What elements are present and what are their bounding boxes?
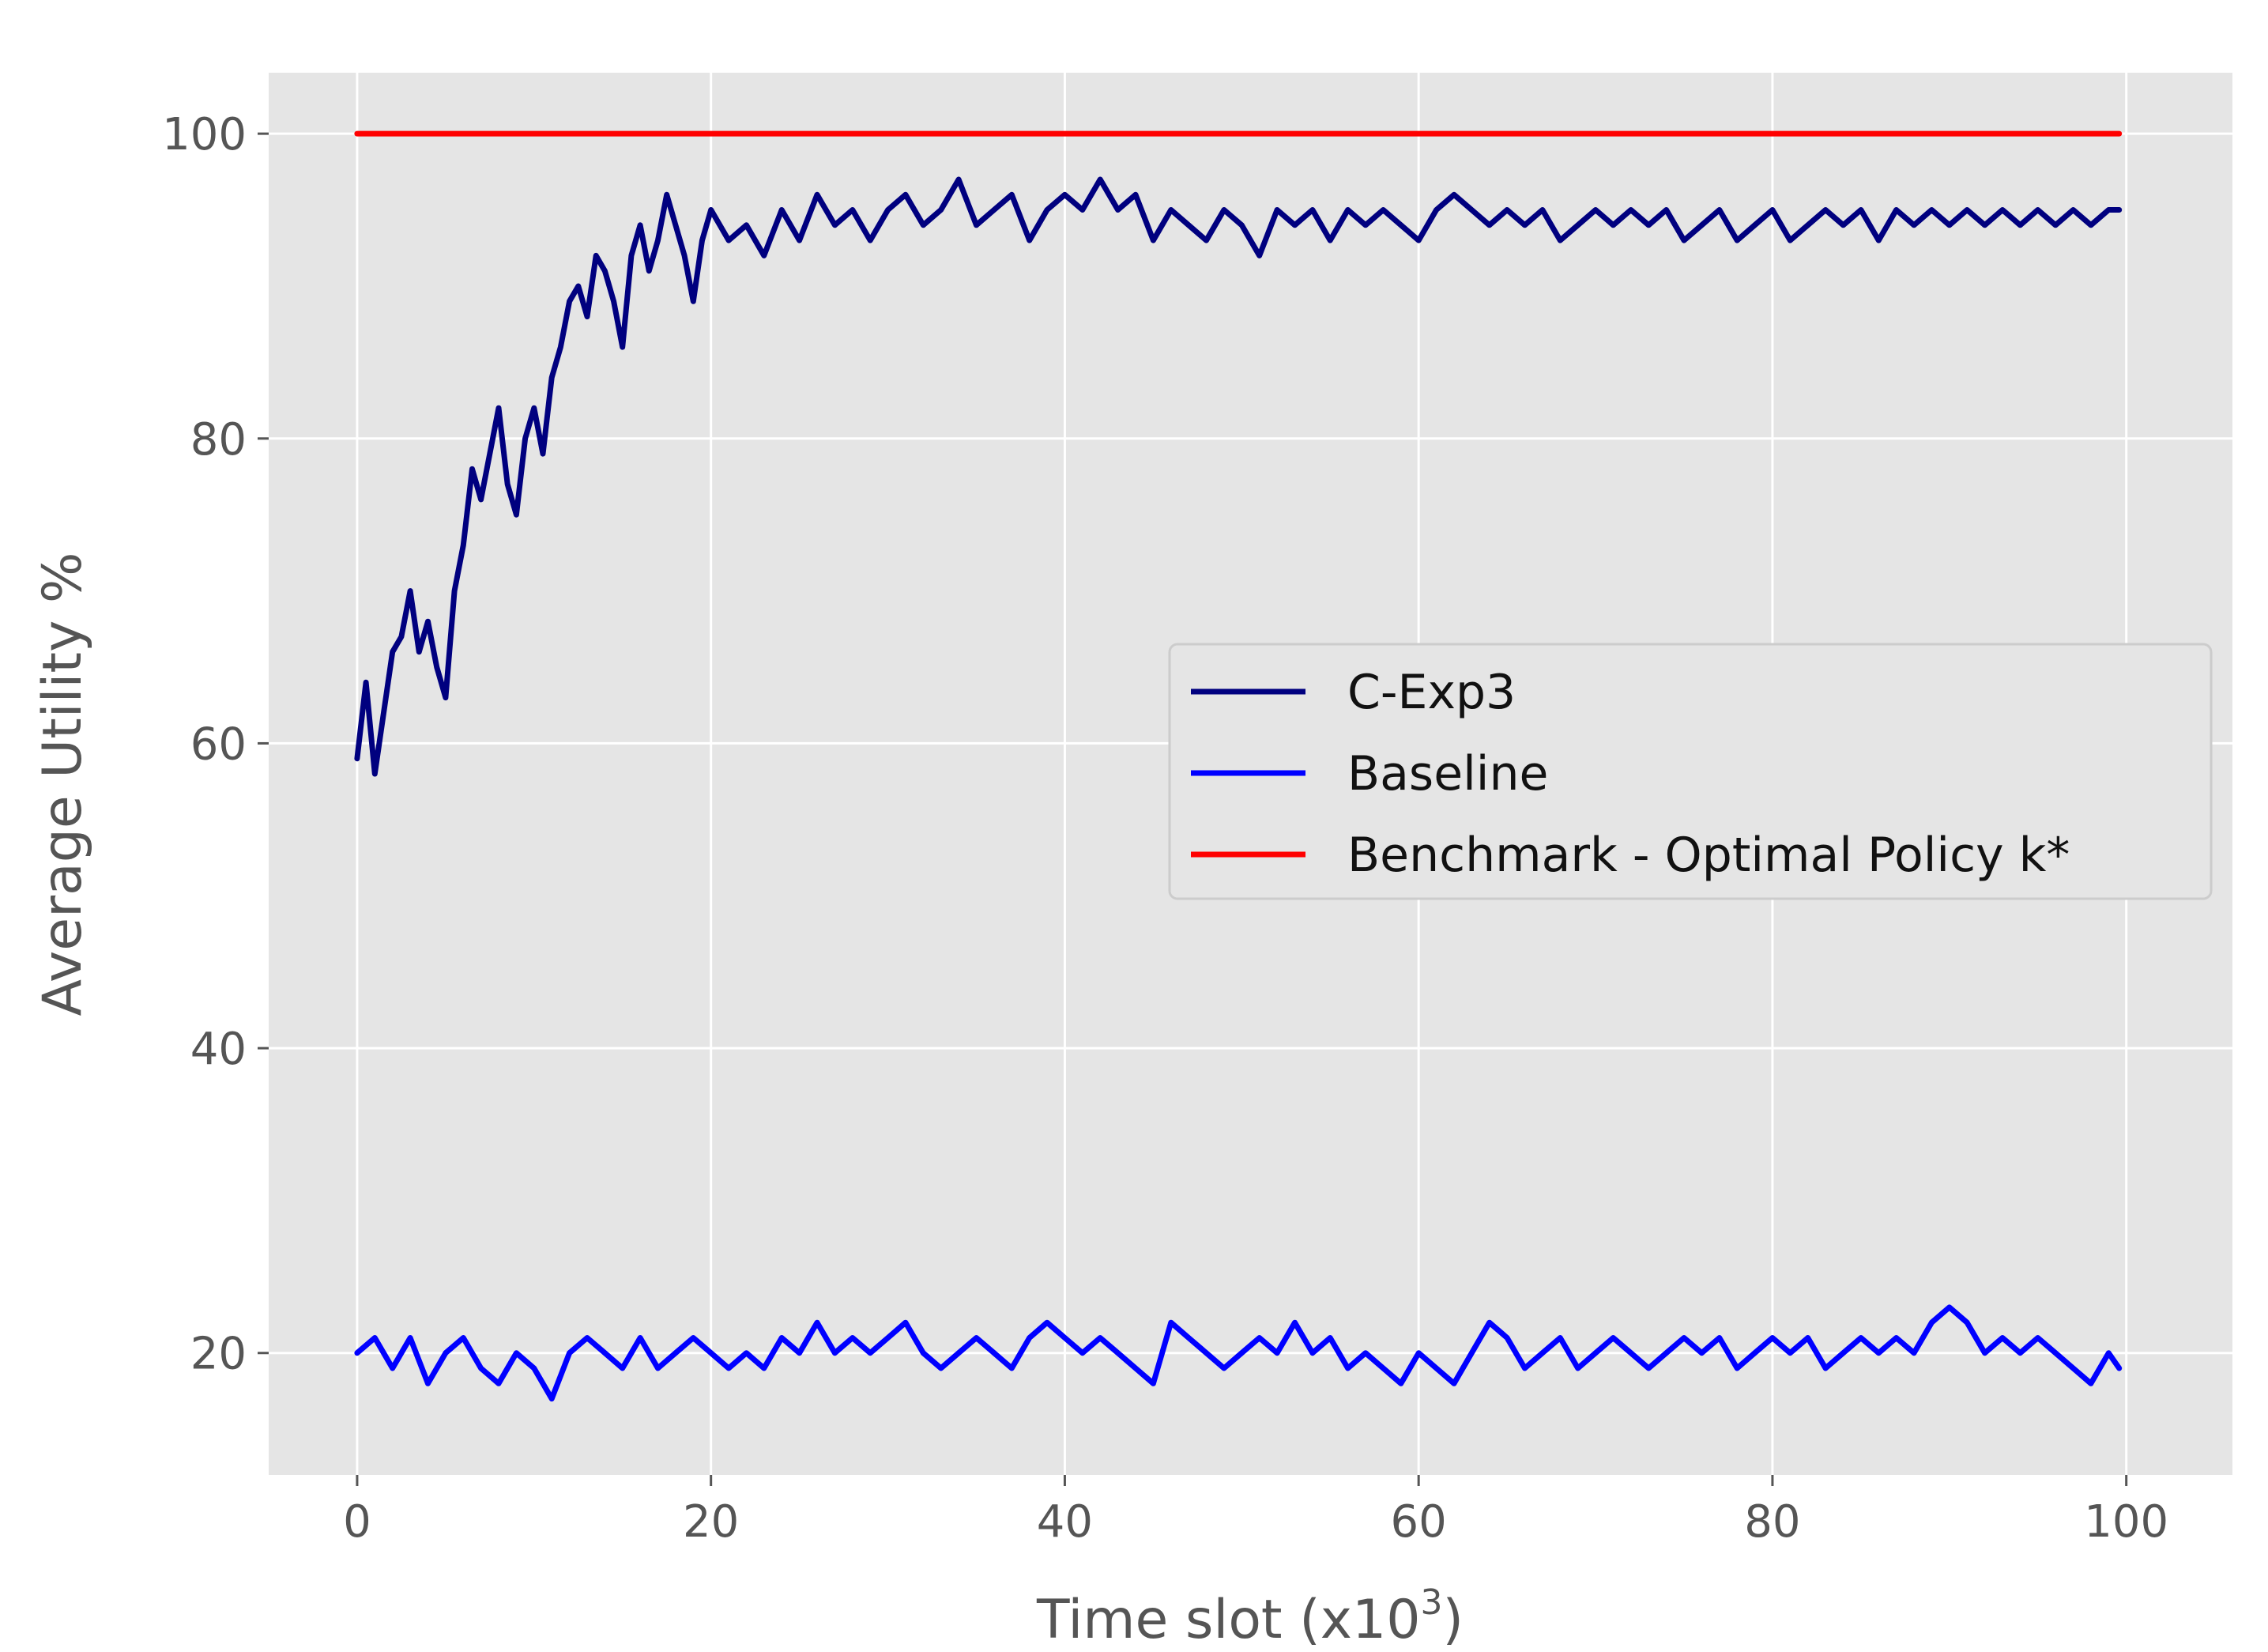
y-tick-label: 80 bbox=[190, 414, 247, 466]
series-line-1 bbox=[354, 1304, 2123, 1402]
y-axis-title: Average Utility % bbox=[32, 552, 94, 1016]
x-axis-ticks: 0 20 40 60 80 100 bbox=[343, 1475, 2168, 1548]
x-tick-label: 100 bbox=[2084, 1496, 2168, 1548]
series-line-0 bbox=[354, 176, 2123, 777]
legend-label-2: Benchmark - Optimal Policy k* bbox=[1347, 828, 2070, 883]
legend-label-0: C-Exp3 bbox=[1347, 665, 1516, 720]
y-tick-label: 40 bbox=[190, 1024, 247, 1075]
x-tick-label: 0 bbox=[343, 1496, 371, 1548]
data-series bbox=[354, 130, 2123, 1402]
x-axis-title: Time slot (x103) bbox=[1036, 1582, 1464, 1651]
legend-box bbox=[1168, 643, 2213, 900]
x-tick-label: 20 bbox=[683, 1496, 739, 1548]
y-axis-ticks: 20 40 60 80 100 bbox=[162, 109, 269, 1380]
x-axis-title-close: ) bbox=[1443, 1589, 1464, 1651]
x-tick-label: 80 bbox=[1744, 1496, 1800, 1548]
y-tick-label: 100 bbox=[162, 109, 247, 160]
y-tick-label: 20 bbox=[190, 1329, 247, 1380]
x-axis-title-main: Time slot (x10 bbox=[1036, 1589, 1421, 1651]
legend-label-1: Baseline bbox=[1347, 746, 1548, 801]
y-tick-label: 60 bbox=[190, 719, 247, 770]
x-tick-label: 40 bbox=[1037, 1496, 1093, 1548]
x-tick-label: 60 bbox=[1391, 1496, 1447, 1548]
legend: C-Exp3 Baseline Benchmark - Optimal Policy… bbox=[1168, 643, 2213, 900]
x-axis-title-superscript: 3 bbox=[1421, 1582, 1443, 1623]
